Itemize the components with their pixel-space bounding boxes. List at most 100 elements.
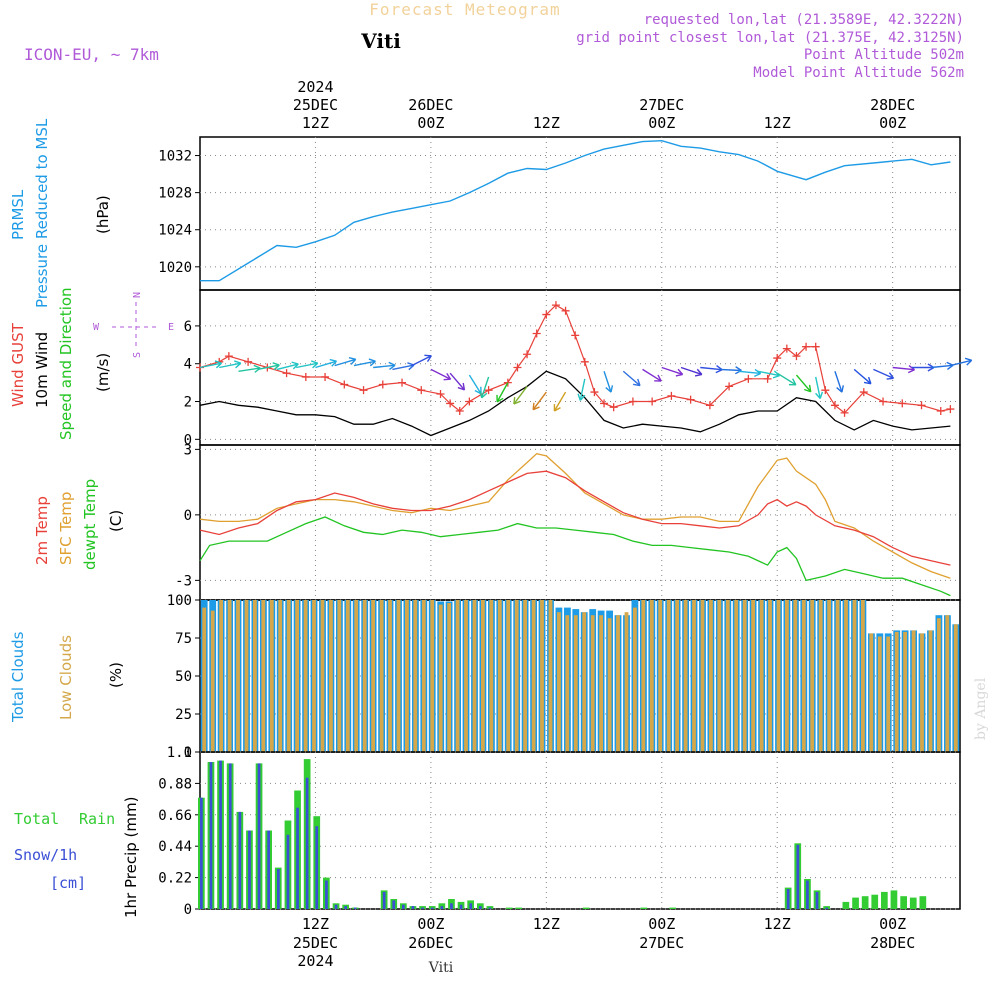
snow-bar: [305, 777, 309, 909]
wind-label-gust: Wind GUST: [9, 322, 27, 407]
clouds-ytick-label: 75: [175, 631, 192, 647]
plot-layer: 10201024102810320246-303025507510000.220…: [158, 78, 973, 970]
wind-gust-point: [321, 372, 330, 381]
wind-arrow: [238, 364, 261, 373]
wind-arrow-head: [863, 376, 872, 385]
wind-speed-line: [199, 370, 951, 437]
wind-gust-point: [571, 331, 580, 340]
wind-gust-point: [417, 386, 426, 395]
wind-gust-point: [446, 399, 455, 408]
wind-arrow: [496, 382, 509, 403]
wind-gust-point: [523, 350, 532, 359]
top-date-label: 27DEC: [639, 96, 684, 114]
wind-gust-point: [782, 344, 791, 353]
wind-arrow-shaft: [411, 355, 432, 367]
temp-ytick-label: 0: [184, 508, 192, 524]
low-cloud-bar: [362, 600, 367, 752]
wind-gust-point: [802, 342, 811, 351]
top-tick-label: 00Z: [648, 114, 675, 132]
wind-arrow-head: [291, 361, 299, 370]
wind-arrow-head: [348, 356, 357, 365]
low-cloud-bar: [911, 630, 916, 752]
wind-arrow-shaft: [199, 362, 222, 369]
top-date-label: 26DEC: [408, 96, 453, 114]
wind-arrow: [892, 365, 915, 374]
precip-labels: Total Rain Snow/1h [cm] 1hr Precip (mm): [14, 797, 140, 918]
wind-arrow-head: [234, 360, 242, 369]
low-cloud-bar: [396, 600, 401, 752]
low-cloud-bar: [430, 600, 435, 752]
wind-arrow-head: [496, 394, 504, 403]
wind-gust-point: [484, 386, 493, 395]
low-cloud-bar: [210, 610, 215, 752]
model-label: ICON-EU, ~ 7km: [24, 45, 159, 64]
bottom-date-label: 27DEC: [639, 934, 684, 952]
wind-arrow-shaft: [680, 366, 703, 376]
wind-gust-point: [436, 389, 445, 398]
low-cloud-bar: [658, 600, 663, 752]
wind-gust-point: [648, 397, 657, 406]
low-cloud-bar: [269, 600, 274, 752]
wind-unit: (m/s): [94, 353, 112, 392]
snow-bar: [402, 904, 405, 909]
temp-2m-line: [199, 470, 951, 566]
wind-arrow-shaft: [931, 364, 954, 369]
pressure-ytick-label: 1024: [158, 223, 192, 239]
top-tick-label: 12Z: [302, 114, 329, 132]
snow-bar: [228, 763, 232, 909]
wind-arrow: [642, 368, 662, 382]
wind-arrow-shaft: [622, 370, 641, 387]
clouds-panel: 0 25 50 75 100: [167, 593, 961, 761]
low-cloud-bar: [751, 600, 755, 752]
temp-labels: 2m Temp SFC Temp dewpt Temp (C): [33, 479, 125, 570]
temp-ytick-label: -3: [175, 573, 192, 589]
wind-arrow: [449, 372, 466, 391]
snow-bar: [296, 807, 299, 909]
compass-s: S: [132, 352, 143, 358]
low-cloud-bar: [785, 600, 789, 752]
wind-arrow-head: [836, 385, 845, 393]
wind-gust-point: [542, 310, 551, 319]
low-cloud-bar: [548, 600, 553, 752]
low-cloud-bar: [937, 618, 941, 752]
low-cloud-bar: [489, 600, 494, 752]
wind-arrow: [700, 365, 723, 374]
low-cloud-bar: [565, 615, 570, 752]
wind-arrow-shaft: [449, 372, 465, 391]
wind-gust-point: [811, 342, 820, 351]
wind-arrow: [468, 374, 482, 395]
low-cloud-bar: [320, 600, 325, 752]
snow-bar: [267, 830, 270, 909]
low-cloud-bar: [818, 600, 823, 752]
pressure-line: [200, 139, 951, 282]
rain-bar: [861, 896, 869, 909]
rain-bar: [842, 901, 850, 909]
wind-arrow-head: [329, 358, 338, 367]
wind-arrow-shaft: [579, 378, 586, 401]
low-cloud-bar: [599, 615, 603, 752]
wind-arrow-shaft: [738, 370, 761, 375]
wind-arrow: [334, 356, 357, 367]
pressure-ytick-label: 1020: [158, 260, 192, 276]
bottom-tick-label: 00Z: [417, 915, 444, 933]
low-cloud-bar: [371, 600, 375, 752]
wind-arrow-shaft: [480, 376, 490, 399]
wind-gust-point: [917, 401, 926, 410]
wind-arrow-shaft: [795, 374, 812, 393]
snow-bar: [488, 907, 492, 909]
wind-ytick-label: 0: [184, 432, 192, 448]
model-altitude: Model Point Altitude 562m: [753, 65, 964, 81]
wind-gust-point: [561, 306, 570, 315]
pressure-panel: 1020 1024 1028 1032: [158, 136, 961, 291]
wind-arrow-shaft: [776, 372, 797, 386]
snow-bar: [459, 904, 463, 909]
wind-arrow-head: [633, 378, 641, 387]
wind-ytick-label: 4: [184, 357, 192, 373]
low-cloud-bar: [582, 612, 587, 752]
low-cloud-bar: [447, 603, 451, 752]
sfc-temp-line: [199, 452, 951, 579]
low-cloud-bar: [675, 600, 679, 752]
snow-bar: [430, 907, 434, 909]
bottom-date-label: 26DEC: [408, 934, 453, 952]
wind-gust-point: [600, 399, 609, 408]
